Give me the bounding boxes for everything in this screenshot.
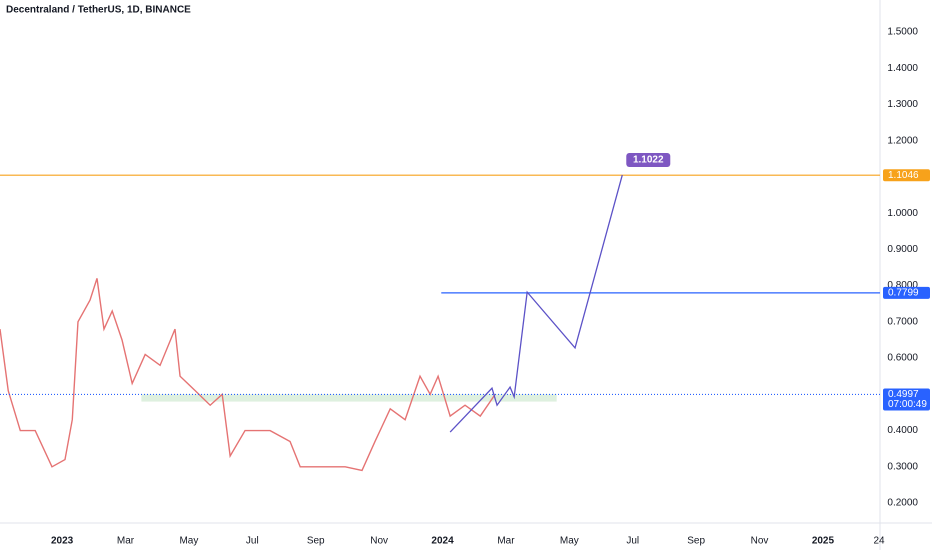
price-line [0, 278, 496, 472]
x-tick-label: May [560, 536, 579, 547]
x-tick-label: Nov [370, 536, 388, 547]
x-tick-label: Jul [246, 536, 259, 547]
countdown: 07:00:49 [888, 399, 927, 410]
x-tick-label: Nov [751, 536, 769, 547]
price-level-label: 0.7799 [888, 288, 919, 299]
x-tick-label: Mar [497, 536, 515, 547]
x-tick-label: Sep [307, 536, 325, 547]
price-level-label: 0.4997 [888, 389, 919, 400]
price-level-tag [883, 388, 930, 411]
target-tag [626, 153, 671, 168]
y-tick-label: 1.2000 [887, 135, 918, 146]
x-tick-label: Sep [687, 536, 705, 547]
x-tick-label: May [179, 536, 198, 547]
y-tick-label: 0.8000 [887, 280, 918, 291]
chart-title: Decentraland / TetherUS, 1D, BINANCE [6, 5, 191, 16]
y-tick-label: 1.5000 [887, 27, 918, 38]
y-tick-label: 0.9000 [887, 244, 918, 255]
x-tick-label: 2024 [431, 536, 454, 547]
y-tick-label: 0.4000 [887, 425, 918, 436]
x-tick-label: Mar [117, 536, 135, 547]
y-tick-label: 1.4000 [887, 63, 918, 74]
target-label: 1.1022 [633, 155, 664, 166]
y-tick-label: 0.7000 [887, 316, 918, 327]
price-level-tag [883, 286, 930, 299]
support-zone [141, 394, 557, 402]
y-tick-label: 0.6000 [887, 353, 918, 364]
y-tick-label: 0.3000 [887, 461, 918, 472]
price-level-label: 1.1046 [888, 170, 919, 181]
x-tick-label: 2025 [812, 536, 835, 547]
y-tick-label: 1.3000 [887, 99, 918, 110]
x-tick-label: 24 [873, 536, 885, 547]
y-tick-label: 0.2000 [887, 498, 918, 509]
price-level-tag [883, 169, 930, 182]
projection-path [449, 174, 623, 433]
x-tick-label: Jul [626, 536, 639, 547]
y-tick-label: 1.0000 [887, 208, 918, 219]
x-tick-label: 2023 [51, 536, 74, 547]
